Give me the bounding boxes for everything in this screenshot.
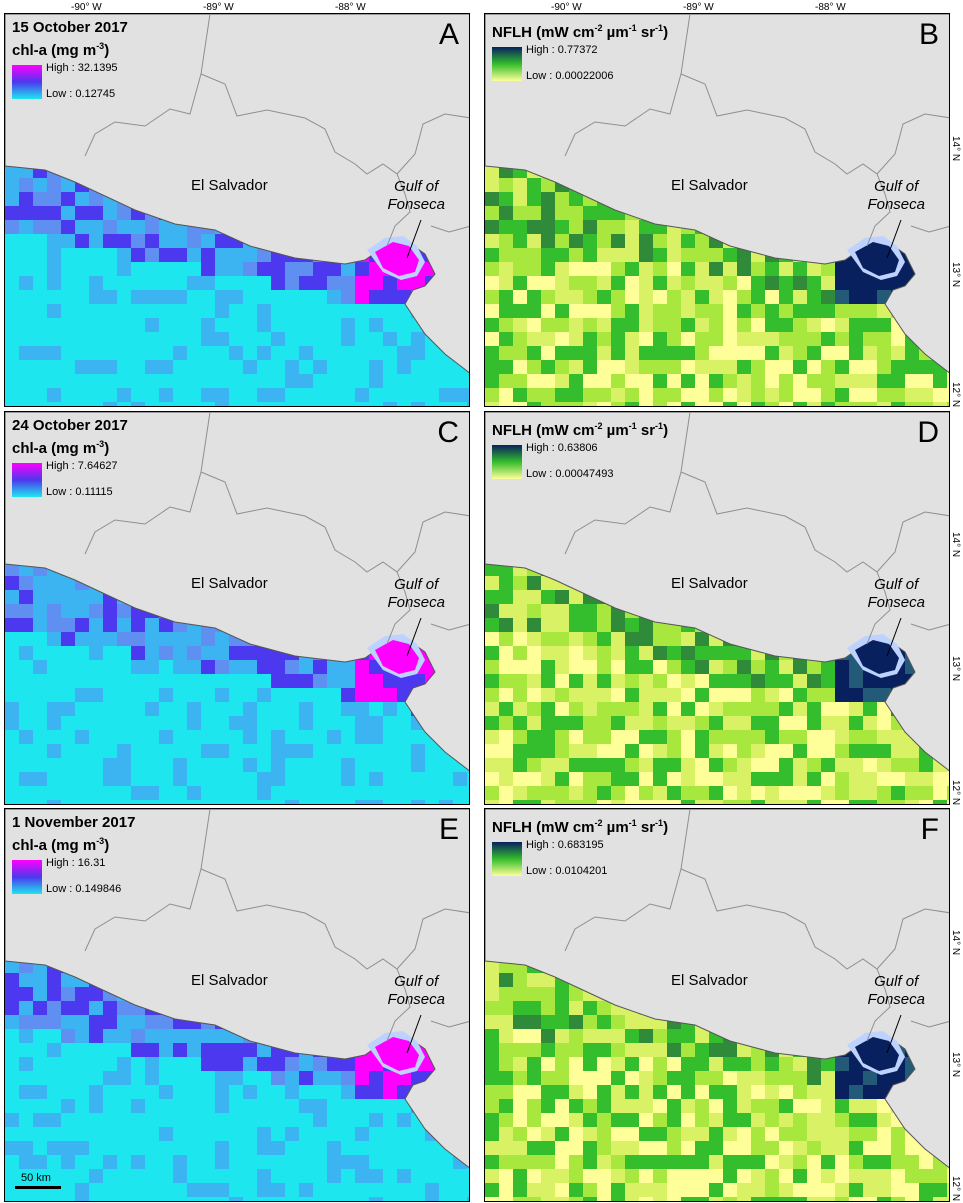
lat-label-mid-12: 12° N <box>950 780 961 806</box>
panel-letter: E <box>438 813 459 846</box>
gulf-label: Gulf of Fonseca <box>867 576 925 611</box>
country-border <box>564 14 949 247</box>
variable-title: chl-a (mg m-3) <box>12 836 110 854</box>
gulf-leader-line <box>886 617 902 657</box>
map-panel-D: NFLH (mW cm-2 µm-1 sr-1) High : 0.63806 Lo… <box>484 411 950 805</box>
gulf-label: Gulf of Fonseca <box>867 178 925 213</box>
legend: 24 October 2017 chl-a (mg m-3) High : 7.64… <box>12 417 128 502</box>
lat-label-top-12: 12° N <box>950 382 961 408</box>
gulf-bloom <box>855 1037 899 1071</box>
country-label: El Salvador <box>191 575 268 592</box>
legend-high-value: High : 0.77372 <box>526 44 598 56</box>
legend-high-value: High : 0.683195 <box>526 839 604 851</box>
legend-color-ramp <box>492 842 522 876</box>
legend-low-value: Low : 0.12745 <box>46 88 116 100</box>
gulf-label: Gulf of Fonseca <box>387 178 445 213</box>
panel-date: 24 October 2017 <box>12 417 128 434</box>
legend: 15 October 2017 chl-a (mg m-3) High : 32.1… <box>12 19 128 104</box>
map-image <box>5 412 469 804</box>
legend-high-value: High : 16.31 <box>46 857 106 869</box>
map-image <box>485 809 949 1201</box>
country-border <box>564 809 949 1042</box>
panel-letter: C <box>437 416 459 449</box>
legend-color-ramp <box>492 47 522 81</box>
gulf-label: Gulf of Fonseca <box>867 973 925 1008</box>
lon-label-left-3: -88° W <box>335 2 366 13</box>
legend-high-value: High : 7.64627 <box>46 460 118 472</box>
gulf-leader-line <box>406 617 422 657</box>
legend: NFLH (mW cm-2 µm-1 sr-1) High : 0.77372 Lo… <box>492 19 668 86</box>
lat-label-bot-13: 13° N <box>950 1052 961 1078</box>
gulf-bloom <box>855 242 899 276</box>
legend: 1 November 2017 chl-a (mg m-3) High : 16.3… <box>12 814 135 899</box>
legend-low-value: Low : 0.149846 <box>46 883 122 895</box>
map-image <box>485 14 949 406</box>
gulf-bloom <box>375 1037 419 1071</box>
legend-high-value: High : 0.63806 <box>526 442 598 454</box>
legend-high-value: High : 32.1395 <box>46 62 118 74</box>
gulf-leader-line <box>406 1014 422 1054</box>
map-panel-A: 15 October 2017 chl-a (mg m-3) High : 32.1… <box>4 13 470 407</box>
country-border <box>84 412 469 645</box>
legend-color-ramp <box>12 463 42 497</box>
map-panel-C: 24 October 2017 chl-a (mg m-3) High : 7.64… <box>4 411 470 805</box>
lat-label-top-13: 13° N <box>950 262 961 288</box>
legend-color-ramp <box>492 445 522 479</box>
gulf-leader-line <box>886 1014 902 1054</box>
panel-letter: F <box>920 813 939 846</box>
gulf-bloom <box>375 640 419 674</box>
legend-low-value: Low : 0.11115 <box>46 486 113 498</box>
map-image <box>5 809 469 1201</box>
panel-letter: B <box>918 18 939 51</box>
panel-date: 15 October 2017 <box>12 19 128 36</box>
legend-low-value: Low : 0.00022006 <box>526 70 614 82</box>
variable-title: chl-a (mg m-3) <box>12 41 110 59</box>
gulf-leader-line <box>406 219 422 259</box>
lon-label-right-1: -90° W <box>551 2 582 13</box>
lat-label-bot-12: 12° N <box>950 1176 961 1202</box>
legend-low-value: Low : 0.0104201 <box>526 865 608 877</box>
gulf-leader-line <box>886 219 902 259</box>
variable-title: chl-a (mg m-3) <box>12 439 110 457</box>
lat-label-mid-13: 13° N <box>950 656 961 682</box>
map-panel-F: NFLH (mW cm-2 µm-1 sr-1) High : 0.683195 L… <box>484 808 950 1202</box>
country-border <box>84 14 469 247</box>
country-label: El Salvador <box>191 177 268 194</box>
lon-label-right-2: -89° W <box>683 2 714 13</box>
legend: NFLH (mW cm-2 µm-1 sr-1) High : 0.683195 L… <box>492 814 668 881</box>
legend-color-ramp <box>12 860 42 894</box>
lon-label-left-1: -90° W <box>71 2 102 13</box>
lat-label-top-14: 14° N <box>950 136 961 162</box>
gulf-label: Gulf of Fonseca <box>387 973 445 1008</box>
gulf-bloom <box>375 242 419 276</box>
country-border <box>84 809 469 1042</box>
panel-letter: D <box>917 416 939 449</box>
country-label: El Salvador <box>191 972 268 989</box>
lat-label-mid-14: 14° N <box>950 532 961 558</box>
country-label: El Salvador <box>671 972 748 989</box>
gulf-label: Gulf of Fonseca <box>387 576 445 611</box>
map-panel-E: 1 November 2017 chl-a (mg m-3) High : 16.3… <box>4 808 470 1202</box>
scale-bar: 50 km <box>15 1172 61 1189</box>
country-border <box>564 412 949 645</box>
variable-title: NFLH (mW cm-2 µm-1 sr-1) <box>492 421 669 439</box>
legend-color-ramp <box>12 65 42 99</box>
country-label: El Salvador <box>671 575 748 592</box>
panel-date: 1 November 2017 <box>12 814 136 831</box>
legend-low-value: Low : 0.00047493 <box>526 468 614 480</box>
map-panel-B: NFLH (mW cm-2 µm-1 sr-1) High : 0.77372 Lo… <box>484 13 950 407</box>
map-image <box>485 412 949 804</box>
panel-letter: A <box>438 18 459 51</box>
lat-label-bot-14: 14° N <box>950 930 961 956</box>
map-image <box>5 14 469 406</box>
variable-title: NFLH (mW cm-2 µm-1 sr-1) <box>492 818 669 836</box>
legend: NFLH (mW cm-2 µm-1 sr-1) High : 0.63806 Lo… <box>492 417 668 484</box>
variable-title: NFLH (mW cm-2 µm-1 sr-1) <box>492 23 669 41</box>
country-label: El Salvador <box>671 177 748 194</box>
gulf-bloom <box>855 640 899 674</box>
lon-label-right-3: -88° W <box>815 2 846 13</box>
lon-label-left-2: -89° W <box>203 2 234 13</box>
